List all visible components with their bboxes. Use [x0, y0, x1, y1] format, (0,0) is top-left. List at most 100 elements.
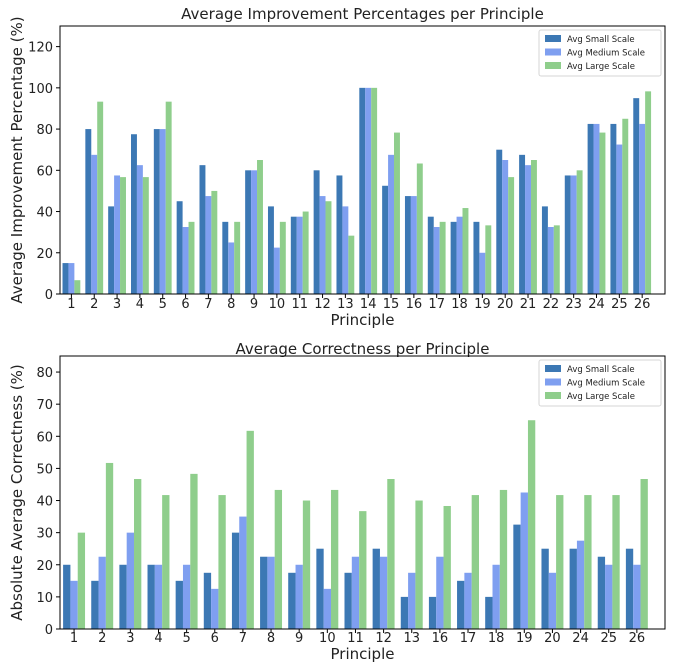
- x-tick-label: 14: [360, 297, 377, 312]
- x-tick-label: 3: [126, 631, 134, 646]
- bar: [260, 556, 268, 629]
- bar: [267, 556, 275, 629]
- bar: [387, 479, 395, 629]
- bar: [513, 524, 521, 629]
- x-tick-label: 7: [239, 631, 247, 646]
- bar: [640, 479, 648, 629]
- legend-label: Avg Medium Scale: [567, 379, 645, 389]
- bar: [645, 91, 652, 294]
- legend-label: Avg Small Scale: [567, 365, 635, 375]
- bar: [105, 462, 114, 629]
- bar: [77, 532, 86, 629]
- bar: [290, 216, 297, 294]
- bar: [63, 564, 71, 629]
- bar: [457, 580, 465, 629]
- x-tick-label: 19: [474, 297, 491, 312]
- bar: [479, 252, 486, 294]
- x-tick-label: 9: [295, 631, 303, 646]
- x-tick-label: 20: [497, 297, 514, 312]
- x-tick-label: 8: [227, 297, 235, 312]
- y-tick-label: 40: [36, 206, 53, 221]
- bar: [108, 206, 115, 294]
- bar: [404, 196, 411, 294]
- x-tick-label: 12: [314, 297, 331, 312]
- y-tick-label: 80: [36, 366, 53, 381]
- bar: [74, 280, 81, 294]
- y-tick-label: 100: [28, 82, 53, 97]
- bar: [525, 165, 531, 294]
- bar: [159, 129, 166, 294]
- bar: [251, 170, 258, 294]
- plot-frame: [59, 25, 666, 295]
- bar: [427, 216, 434, 294]
- legend-label: Avg Small Scale: [567, 35, 635, 45]
- bar: [203, 572, 212, 629]
- bar: [98, 556, 106, 629]
- bar: [471, 495, 479, 629]
- bar: [548, 572, 557, 629]
- bar: [365, 87, 372, 294]
- bar: [633, 98, 640, 295]
- chart-title: Average Correctness per Principle: [236, 340, 490, 358]
- x-tick-label: 11: [347, 631, 364, 646]
- bar: [154, 564, 163, 629]
- x-tick-label: 15: [383, 297, 400, 312]
- bar: [91, 580, 99, 629]
- legend: [538, 359, 662, 407]
- bar: [199, 165, 206, 294]
- bar: [296, 216, 303, 294]
- legend-swatch: [545, 48, 561, 56]
- bar: [342, 206, 349, 294]
- x-tick-label: 12: [375, 631, 392, 646]
- bar: [231, 532, 240, 629]
- bar: [584, 495, 592, 629]
- x-tick-label: 1: [67, 297, 75, 312]
- y-tick-label: 40: [36, 495, 53, 510]
- legend-swatch: [545, 392, 561, 399]
- bar: [492, 564, 500, 629]
- bar: [612, 495, 620, 629]
- bar: [622, 118, 629, 295]
- bar: [274, 489, 283, 629]
- bar: [410, 196, 417, 294]
- bar: [319, 196, 326, 294]
- bar: [394, 132, 400, 294]
- bar: [336, 175, 343, 294]
- bar: [576, 540, 585, 629]
- bar: [408, 572, 416, 629]
- legend-label: Avg Large Scale: [567, 392, 635, 402]
- bar: [62, 263, 69, 294]
- bar: [153, 129, 160, 294]
- bar: [257, 160, 263, 294]
- bar: [400, 596, 409, 629]
- bar: [119, 564, 127, 629]
- x-tick-label: 24: [572, 631, 589, 646]
- bar: [587, 123, 594, 294]
- bar: [228, 242, 235, 294]
- x-tick-label: 13: [337, 297, 354, 312]
- bar: [70, 580, 78, 629]
- y-tick-label: 60: [36, 164, 53, 179]
- legend: [538, 29, 662, 77]
- bar: [182, 564, 191, 629]
- bar: [142, 177, 149, 294]
- y-tick-label: 80: [36, 123, 53, 138]
- bar: [114, 175, 121, 294]
- x-tick-label: 25: [611, 297, 628, 312]
- y-tick-label: 30: [36, 527, 53, 542]
- bar: [91, 154, 98, 294]
- bar: [323, 588, 331, 629]
- bar: [625, 548, 634, 629]
- bar: [553, 225, 560, 294]
- bar: [599, 132, 606, 294]
- bar: [443, 505, 451, 629]
- y-tick-label: 20: [36, 559, 53, 574]
- y-tick-label: 20: [36, 247, 53, 262]
- x-tick-label: 18: [488, 631, 505, 646]
- x-tick-label: 6: [181, 297, 189, 312]
- bar: [496, 149, 503, 294]
- bar: [359, 87, 366, 294]
- improvement-chart: Average Improvement Percentages per Prin…: [8, 5, 666, 329]
- bar: [273, 247, 280, 294]
- bar: [547, 227, 554, 294]
